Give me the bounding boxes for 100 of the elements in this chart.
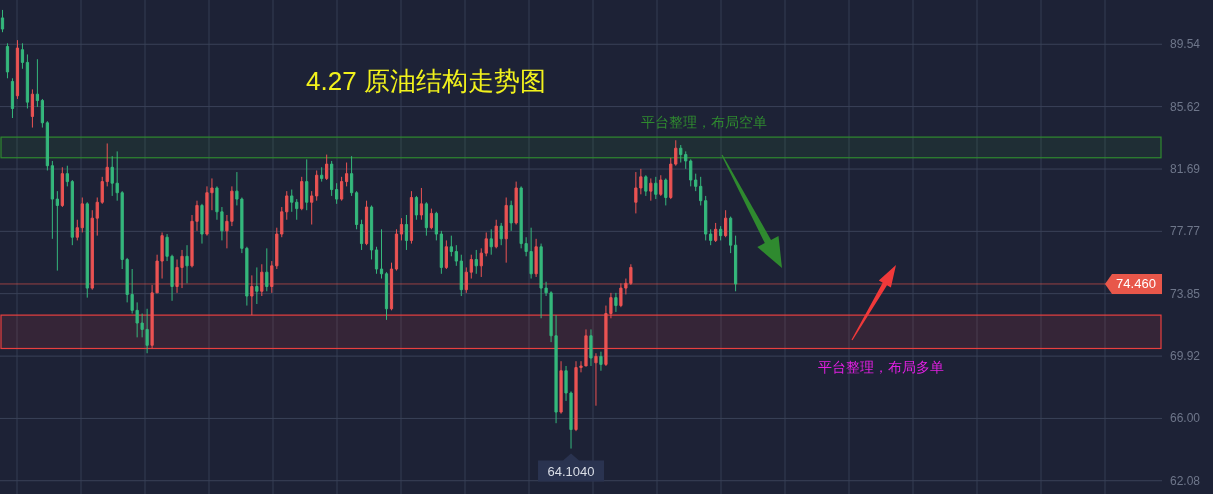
candlestick: [320, 166, 324, 183]
candlestick: [704, 195, 708, 241]
candlestick: [60, 166, 64, 208]
low-price-tag: 64.1040: [538, 453, 605, 482]
candlestick: [649, 177, 653, 202]
candlestick: [664, 177, 668, 206]
y-tick-label: 85.62: [1170, 99, 1201, 114]
candlestick: [534, 238, 538, 278]
candlestick: [349, 155, 354, 197]
candlestick: [509, 200, 513, 232]
candlestick: [40, 98, 45, 129]
candlestick: [454, 244, 458, 267]
candlestick: [70, 179, 74, 246]
candlestick: [469, 254, 473, 280]
candlestick: [694, 173, 698, 192]
candlestick: [80, 197, 84, 233]
candlestick: [464, 266, 468, 294]
candlestick: [714, 222, 718, 243]
candlestick: [0, 9, 5, 33]
candlestick: [265, 247, 269, 292]
candlestick: [255, 266, 259, 305]
candlestick: [504, 197, 508, 264]
y-tick-label: 62.08: [1170, 473, 1201, 488]
candlestick: [85, 201, 89, 299]
candlestick: [359, 219, 364, 251]
candlestick: [429, 208, 434, 230]
candlestick: [25, 53, 30, 109]
candlestick: [30, 88, 35, 129]
candlestick: [499, 222, 503, 246]
candlestick: [474, 249, 478, 275]
candlestick: [614, 292, 618, 313]
band-label: 平台整理，布局空单: [641, 114, 768, 131]
candlestick: [594, 352, 598, 407]
candlestick: [439, 230, 443, 275]
candlestick: [719, 225, 723, 241]
candlestick: [45, 120, 49, 171]
candlestick: [589, 328, 593, 367]
candlestick: [733, 235, 738, 292]
candlestick: [5, 42, 10, 79]
candlestick: [389, 262, 394, 311]
y-tick-label: 81.69: [1170, 162, 1201, 177]
band-label: 平台整理，布局多单: [817, 359, 944, 376]
candlestick: [35, 58, 40, 108]
candlestick: [369, 204, 374, 260]
candlestick: [364, 200, 369, 246]
candlestick: [449, 235, 453, 257]
candlestick: [724, 209, 728, 238]
candlestick: [659, 174, 663, 197]
candlestick: [75, 219, 79, 241]
y-tick-label: 69.92: [1170, 349, 1201, 364]
candlestick: [260, 263, 264, 297]
candlestick: [310, 190, 314, 226]
candlestick: [50, 160, 54, 240]
candlestick: [514, 181, 518, 226]
candlestick: [414, 195, 419, 221]
annotation: 64.1040: [547, 463, 595, 479]
candlestick: [559, 360, 563, 415]
candlestick: [728, 216, 733, 254]
candlestick: [394, 228, 399, 272]
candlestick: [709, 228, 713, 246]
candlestick: [384, 271, 389, 321]
candlestick: [599, 351, 603, 372]
candlestick: [344, 162, 349, 187]
candlestick: [424, 201, 429, 237]
candlestick: [340, 176, 344, 202]
candlestick: [335, 182, 339, 205]
candlestick: [409, 190, 414, 245]
text: 4.27 原油结构走势图: [306, 66, 546, 96]
candlestick: [459, 254, 463, 297]
candlestick: [55, 190, 59, 272]
candlestick: [489, 228, 493, 256]
candlestick: [200, 203, 204, 245]
candlestick: [325, 154, 329, 181]
y-tick-label: 77.77: [1170, 224, 1201, 239]
candlestick: [65, 165, 69, 187]
candlestick: [654, 176, 658, 200]
candlestick: [399, 217, 404, 241]
candlestick: [354, 190, 359, 230]
candlestick: [330, 160, 334, 197]
candlestick: [250, 274, 254, 316]
candlestick: [434, 211, 438, 241]
candlestick: [374, 246, 379, 275]
candlestick: [644, 174, 648, 197]
y-tick-label: 66.00: [1170, 411, 1201, 426]
candlestick: [699, 176, 703, 206]
ref-line-label: 74.460: [1116, 276, 1156, 292]
candlestick: [300, 176, 304, 211]
candlestick: [379, 228, 384, 280]
candlestick: [305, 158, 309, 211]
y-tick-label: 89.54: [1170, 37, 1201, 52]
candlestick: [494, 219, 498, 249]
candlestick: [419, 187, 424, 221]
y-tick-label: 73.85: [1170, 286, 1201, 301]
candlestick: [315, 169, 319, 202]
candlestick: [15, 39, 20, 100]
candlestick: [404, 214, 409, 251]
candlestick: [10, 77, 15, 119]
candlestick: [444, 239, 448, 270]
candlestick: [185, 244, 189, 284]
candlestick: [20, 42, 25, 70]
